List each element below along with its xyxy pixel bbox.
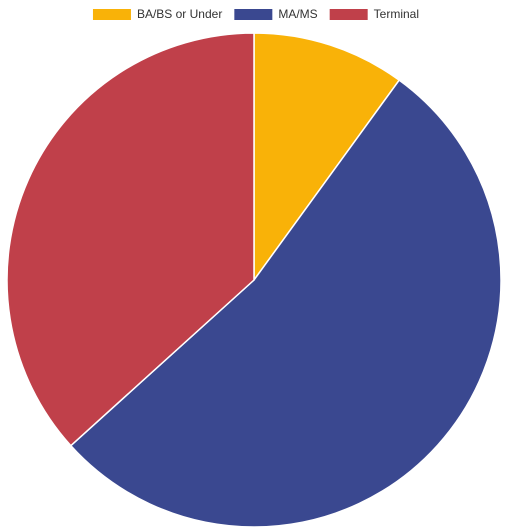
legend-label: BA/BS or Under [137, 7, 222, 21]
pie-slice [69, 79, 502, 528]
legend-swatch [329, 9, 368, 20]
legend-swatch [234, 9, 273, 20]
legend-label: Terminal [374, 7, 419, 21]
pie-slice [6, 32, 255, 447]
legend-label: MA/MS [278, 7, 317, 21]
legend-swatch [92, 9, 131, 20]
pie-slice [253, 32, 401, 283]
